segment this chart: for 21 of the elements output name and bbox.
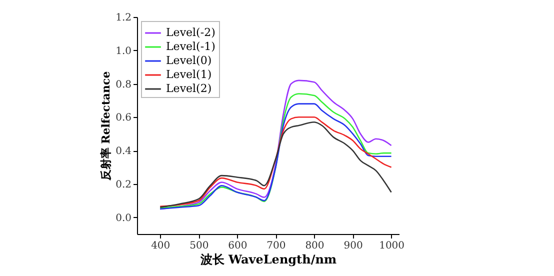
y-tick-label: 0.0	[116, 212, 132, 224]
y-tick-label: 0.6	[116, 112, 132, 124]
legend-label: Level(1)	[166, 68, 212, 81]
legend-label: Level(-1)	[166, 40, 216, 53]
y-axis-title: 反射率 Relfectance	[100, 71, 113, 182]
legend-label: Level(-2)	[166, 26, 216, 39]
x-tick-label: 600	[228, 240, 248, 252]
x-tick-label: 400	[151, 240, 170, 252]
x-tick-label: 1000	[379, 240, 405, 252]
y-tick-label: 0.2	[116, 179, 132, 190]
legend-label: Level(2)	[166, 82, 212, 95]
x-axis-title: 波长 WaveLength/nm	[199, 252, 337, 266]
y-tick-label: 1.2	[116, 12, 132, 24]
x-tick-label: 500	[190, 240, 209, 252]
x-tick-label: 900	[344, 240, 363, 252]
x-tick-label: 700	[266, 240, 286, 252]
y-tick-label: 0.4	[116, 146, 132, 158]
y-tick-label: 0.8	[116, 79, 132, 90]
y-tick-label: 1.0	[116, 46, 132, 57]
legend-label: Level(0)	[166, 54, 212, 67]
x-tick-label: 800	[305, 240, 324, 252]
